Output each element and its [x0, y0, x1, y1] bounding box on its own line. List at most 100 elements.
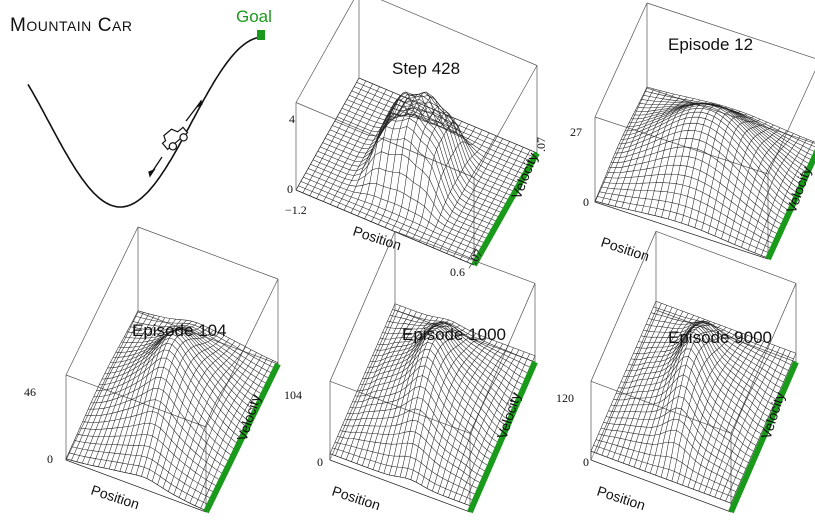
mesh-line — [694, 111, 747, 228]
mesh-line — [399, 327, 466, 478]
mesh-line — [137, 310, 279, 364]
mesh-line — [184, 352, 257, 501]
mesh-line — [146, 332, 220, 479]
mesh-line — [635, 325, 777, 400]
mesh-line — [622, 108, 797, 193]
mesh-line — [104, 337, 245, 426]
figure-title: MOUNTAIN CAR — [10, 15, 132, 36]
mesh-line — [334, 91, 513, 197]
x-axis-label: Position — [595, 483, 647, 514]
motion-arrows-icon — [148, 99, 203, 178]
mesh-line — [437, 343, 503, 494]
mesh-line — [646, 86, 815, 143]
mesh-line — [369, 329, 511, 414]
velocity-axis-bar — [471, 151, 540, 267]
mesh-line — [151, 335, 225, 482]
mesh-line — [82, 411, 223, 474]
y-axis-label: Velocity — [494, 390, 524, 441]
mesh-line — [460, 147, 524, 260]
mesh-line — [110, 331, 251, 415]
mesh-line — [747, 136, 801, 251]
mesh-line — [394, 303, 536, 356]
mesh-line — [398, 105, 462, 234]
panel-bounding-box — [295, 0, 538, 266]
hill-curve — [27, 36, 261, 208]
mesh-line — [642, 94, 815, 153]
mesh-line — [707, 118, 761, 234]
mesh-line — [124, 328, 265, 390]
mesh-line — [141, 330, 214, 477]
mesh-line — [442, 345, 509, 496]
mesh-line — [339, 430, 481, 483]
mesh-line — [606, 307, 673, 458]
mesh-line — [189, 355, 263, 504]
mesh-line — [448, 347, 514, 498]
mesh-line — [168, 343, 241, 492]
mesh-line — [709, 345, 775, 496]
mesh-line — [372, 327, 513, 408]
mesh-line — [358, 77, 538, 154]
mountain-car-illustration: MOUNTAIN CAR Goal — [10, 7, 272, 208]
mesh-line — [354, 86, 533, 162]
mesh-line — [135, 315, 276, 369]
mesh-line — [121, 328, 262, 395]
mesh-line — [682, 335, 748, 486]
mesh-line — [693, 339, 759, 490]
value-surface-mesh — [329, 303, 536, 506]
mesh-line — [698, 341, 764, 492]
mesh-line — [625, 335, 767, 423]
mesh-line — [671, 331, 738, 482]
x-axis-label: Position — [330, 483, 382, 514]
mesh-line — [701, 116, 754, 231]
mesh-line — [162, 340, 236, 489]
mesh-line — [453, 144, 517, 257]
mesh-line — [446, 141, 510, 254]
mesh-line — [725, 351, 791, 502]
z-tick-bottom: 0 — [583, 455, 589, 469]
z-tick-top: 4 — [289, 112, 295, 126]
mesh-line — [418, 129, 483, 243]
mesh-line — [687, 337, 754, 488]
mesh-line — [96, 357, 237, 444]
x-axis-label: Position — [89, 482, 141, 513]
mesh-line — [340, 307, 407, 458]
surface-skirt — [295, 189, 475, 266]
z-tick-top: 27 — [570, 125, 582, 139]
mesh-line — [426, 339, 493, 489]
panel-title: Episode 12 — [668, 35, 753, 54]
mesh-line — [645, 321, 787, 377]
mesh-line — [632, 103, 807, 173]
mesh-line — [640, 323, 782, 389]
mesh-line — [337, 91, 516, 193]
mesh-line — [118, 328, 259, 400]
mesh-line — [676, 333, 743, 484]
mesh-line — [173, 346, 246, 495]
z-tick-bottom: 0 — [287, 182, 293, 196]
velocity-axis-bar — [765, 148, 815, 261]
mesh-line — [347, 397, 488, 466]
mesh-line — [453, 349, 520, 500]
goal-flag-icon — [257, 30, 265, 40]
mesh-line — [630, 102, 805, 177]
mesh-line — [655, 324, 721, 476]
mesh-line — [624, 105, 799, 189]
mesh-line — [666, 329, 732, 480]
panel-4: Episode 1000 Position Velocity 104 0 — [284, 230, 538, 514]
mesh-line — [741, 133, 794, 248]
mesh-line — [628, 331, 769, 417]
x-axis-label: Position — [351, 223, 403, 254]
mesh-line — [601, 305, 668, 456]
velocity-axis-bar — [467, 360, 538, 514]
z-tick-top: 104 — [284, 388, 302, 402]
mesh-line — [377, 325, 518, 397]
panel-bounding-box — [65, 226, 279, 513]
mesh-line — [384, 91, 449, 228]
mesh-line — [351, 90, 530, 167]
mesh-line — [379, 324, 521, 391]
mesh-line — [432, 341, 498, 492]
mesh-line — [382, 323, 523, 385]
mesh-line — [466, 149, 531, 263]
